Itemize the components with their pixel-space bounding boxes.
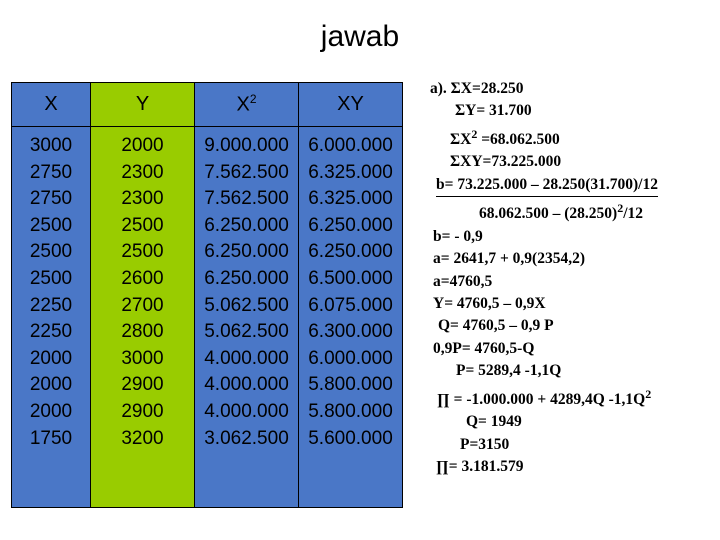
table-cell: 6.000.000 (308, 347, 393, 369)
solution-fraction-numerator: b= 73.225.000 – 28.250(31.700)/12 (426, 174, 716, 198)
table-cell: 2500 (121, 214, 164, 236)
data-table: X Y X2 XY 3000 2750 2750 2500 2500 2500 2250 22… (11, 82, 403, 508)
table-cell: 6.300.000 (308, 321, 393, 343)
solution-line: ΣX2 =68.062.500 (450, 126, 560, 148)
table-cell: 4.000.000 (204, 347, 289, 369)
column-x: 3000 2750 2750 2500 2500 2500 2250 2250 2000 2000… (11, 126, 91, 508)
table-cell: 2000 (29, 400, 73, 422)
solution-line: Q= 4760,5 – 0,9 P (438, 317, 554, 335)
table-cell: 6.250.000 (204, 267, 289, 289)
table-cell: 2750 (29, 161, 73, 183)
table-cell: 6.000.000 (308, 135, 393, 156)
table-cell: 6.075.000 (308, 294, 393, 316)
table-cell: 2250 (29, 321, 73, 343)
solution-line: ΣY= 31.700 (455, 102, 532, 120)
table-cell: 2700 (121, 294, 164, 316)
solution-line: Q= 1949 (466, 413, 522, 431)
table-cell: 2000 (29, 374, 73, 396)
solution-line: a= 2641,7 + 0,9(2354,2) (433, 250, 585, 268)
table-cell: 3000 (29, 135, 73, 156)
table-cell: 2000 (121, 135, 164, 156)
solution-panel: a). ΣX=28.250 ΣY= 31.700 ΣX2 =68.062.500… (426, 78, 716, 478)
column-xy: 6.000.000 6.325.000 6.325.000 6.250.000 6.25… (298, 126, 403, 508)
table-cell: 5.062.500 (204, 321, 289, 343)
table-cell: 5.800.000 (308, 400, 393, 422)
column-y: 2000 2300 2300 2500 2500 2600 2700 2800 3000 2900… (90, 126, 195, 508)
solution-line: 0,9P= 4760,5-Q (433, 339, 535, 357)
table-cell: 6.250.000 (204, 214, 289, 236)
table-cell: 2750 (29, 188, 73, 210)
header-xy: XY (298, 82, 403, 127)
header-x: X (11, 82, 91, 127)
solution-line: b= - 0,9 (433, 227, 483, 245)
table-cell: 3200 (121, 427, 164, 449)
table-cell: 2800 (121, 321, 164, 343)
table-cell: 6.500.000 (308, 267, 393, 289)
table-cell: 5.600.000 (308, 427, 393, 449)
table-cell: 3.062.500 (204, 427, 289, 449)
solution-line: P= 5289,4 -1,1Q (456, 362, 562, 380)
solution-line: P=3150 (460, 435, 510, 453)
table-cell: 2900 (121, 400, 164, 422)
table-cell: 7.562.500 (204, 161, 289, 183)
table-cell: 5.800.000 (308, 374, 393, 396)
header-x2: X2 (194, 82, 299, 127)
solution-line: Y= 4760,5 – 0,9X (433, 294, 546, 312)
solution-line: a). ΣX=28.250 (430, 80, 524, 97)
table-cell: 6.325.000 (308, 161, 393, 183)
table-cell: 4.000.000 (204, 400, 289, 422)
table-cell: 2500 (29, 214, 73, 236)
solution-line: ΣXY=73.225.000 (450, 153, 562, 171)
table-cell: 2500 (121, 241, 164, 263)
solution-line: ∏ = -1.000.000 + 4289,4Q -1,1Q2 (437, 386, 652, 408)
column-x2: 9.000.000 7.562.500 7.562.500 6.250.000 6.25… (194, 126, 299, 508)
page-title: jawab (320, 20, 400, 53)
header-y: Y (90, 82, 195, 127)
table-cell: 2500 (29, 241, 73, 263)
table-header-row: X Y X2 XY (11, 82, 403, 127)
table-cell: 6.250.000 (204, 241, 289, 263)
table-cell: 2900 (121, 374, 164, 396)
solution-line: a=4760,5 (433, 272, 493, 290)
table-cell: 2500 (29, 267, 73, 289)
table-cell: 6.250.000 (308, 214, 393, 236)
table-cell: 9.000.000 (204, 135, 289, 156)
table-cell: 6.250.000 (308, 241, 393, 263)
table-cell: 2000 (29, 347, 73, 369)
table-cell: 2300 (121, 161, 164, 183)
table-cell: 3000 (121, 347, 164, 369)
table-cell: 2300 (121, 188, 164, 210)
solution-fraction-denominator: 68.062.500 – (28.250)2/12 (479, 201, 644, 223)
table-cell: 7.562.500 (204, 188, 289, 210)
table-cell: 2600 (121, 267, 164, 289)
table-body-row: 3000 2750 2750 2500 2500 2500 2250 2250 2000 2000… (11, 126, 403, 508)
table-cell: 5.062.500 (204, 294, 289, 316)
table-cell: 2250 (29, 294, 73, 316)
table-cell: 1750 (29, 427, 73, 449)
table-cell: 4.000.000 (204, 374, 289, 396)
solution-line: ∏= 3.181.579 (436, 457, 524, 475)
table-cell: 6.325.000 (308, 188, 393, 210)
